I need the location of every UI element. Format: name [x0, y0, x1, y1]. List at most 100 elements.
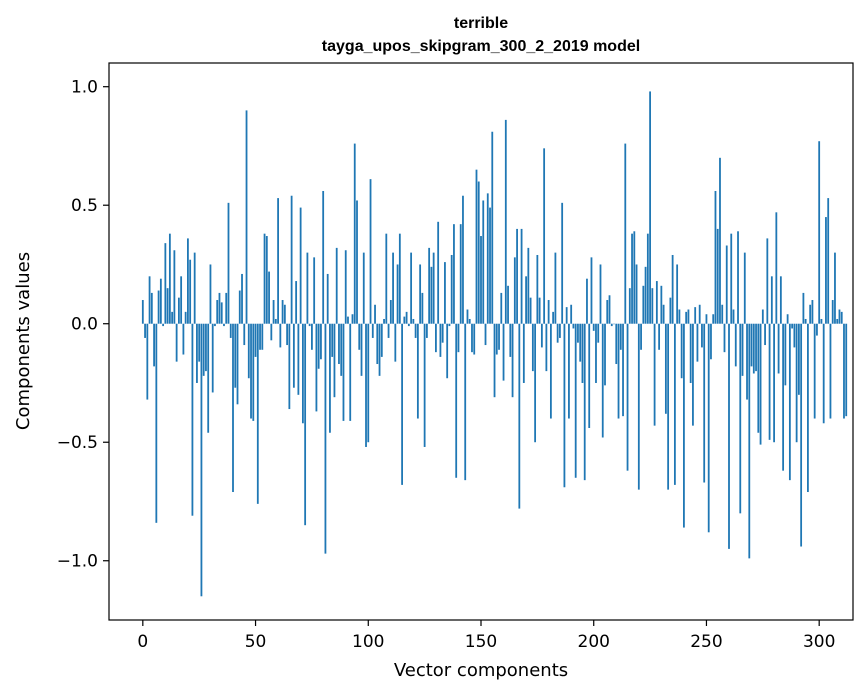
bar	[162, 323, 165, 327]
bar	[721, 304, 724, 324]
bar	[741, 323, 744, 376]
bar	[649, 91, 651, 324]
bar	[653, 323, 656, 426]
bar	[529, 297, 532, 324]
bar	[710, 323, 712, 360]
bar	[288, 323, 291, 410]
bar	[737, 231, 739, 324]
x-tick-label: 300	[803, 632, 835, 652]
bar	[428, 247, 431, 324]
bar	[538, 297, 541, 324]
bar	[816, 323, 818, 336]
bar	[504, 119, 507, 324]
bar	[229, 323, 232, 338]
bar	[784, 323, 787, 386]
bar	[676, 264, 679, 324]
bar	[818, 141, 821, 324]
bar	[583, 323, 586, 481]
bar	[385, 233, 388, 324]
bar	[725, 245, 728, 324]
bar	[779, 276, 782, 324]
bar	[196, 323, 198, 383]
bar	[547, 300, 550, 324]
bar	[599, 264, 602, 324]
bar	[270, 323, 273, 341]
bar	[283, 304, 286, 324]
bar	[144, 323, 146, 338]
bar	[187, 238, 189, 324]
bar	[502, 323, 505, 381]
bar	[626, 323, 629, 471]
bar	[793, 323, 796, 348]
bar	[507, 285, 509, 324]
bar	[261, 323, 264, 350]
bar	[755, 323, 757, 372]
bar	[680, 323, 683, 379]
bar	[804, 318, 807, 324]
bar	[658, 323, 661, 350]
bar	[432, 252, 435, 324]
bar	[843, 323, 845, 419]
bar	[595, 323, 597, 383]
bar	[838, 309, 841, 324]
bar	[739, 323, 742, 514]
bar	[223, 323, 225, 327]
y-tick-label: −1.0	[57, 552, 98, 572]
bar	[322, 190, 325, 324]
bar	[398, 233, 401, 324]
bar	[687, 309, 690, 324]
bar	[236, 323, 239, 405]
y-tick-label: 0.5	[71, 196, 98, 216]
bar	[572, 323, 575, 329]
bar	[238, 290, 241, 324]
bar	[748, 323, 751, 559]
bar	[588, 323, 591, 429]
bar	[331, 323, 334, 357]
x-tick-label: 250	[690, 632, 722, 652]
bar	[827, 198, 830, 324]
bar	[329, 323, 331, 433]
bar	[245, 110, 248, 324]
bar	[534, 323, 537, 443]
bar	[326, 273, 329, 324]
bar	[480, 236, 482, 324]
bar	[491, 131, 494, 324]
bar	[513, 257, 516, 324]
bar	[642, 285, 645, 324]
bar	[525, 276, 527, 324]
bar	[200, 323, 203, 597]
bar	[202, 323, 205, 376]
bar	[622, 323, 624, 417]
bar	[586, 278, 588, 324]
bar	[570, 304, 573, 324]
bar	[184, 311, 187, 324]
bar	[750, 323, 753, 367]
bar	[430, 266, 433, 324]
bar	[155, 323, 158, 523]
bar	[299, 207, 302, 324]
bar	[477, 181, 480, 324]
bar	[297, 323, 300, 395]
bar	[768, 323, 771, 440]
bar	[182, 323, 185, 355]
bar	[405, 311, 408, 324]
bar	[597, 323, 600, 343]
bar	[168, 233, 171, 324]
bar	[825, 217, 827, 324]
bar	[389, 300, 392, 324]
bar	[394, 323, 397, 362]
bar	[466, 309, 469, 324]
bar	[610, 323, 613, 327]
x-axis-label: Vector components	[394, 660, 568, 681]
bar	[342, 323, 345, 421]
bar	[509, 323, 512, 357]
bar	[344, 250, 347, 324]
bar	[592, 323, 595, 331]
bar	[590, 257, 593, 324]
bar	[227, 202, 230, 324]
bar	[689, 323, 692, 383]
bar	[320, 323, 322, 360]
bar	[193, 252, 196, 324]
x-tick-label: 0	[137, 632, 148, 652]
